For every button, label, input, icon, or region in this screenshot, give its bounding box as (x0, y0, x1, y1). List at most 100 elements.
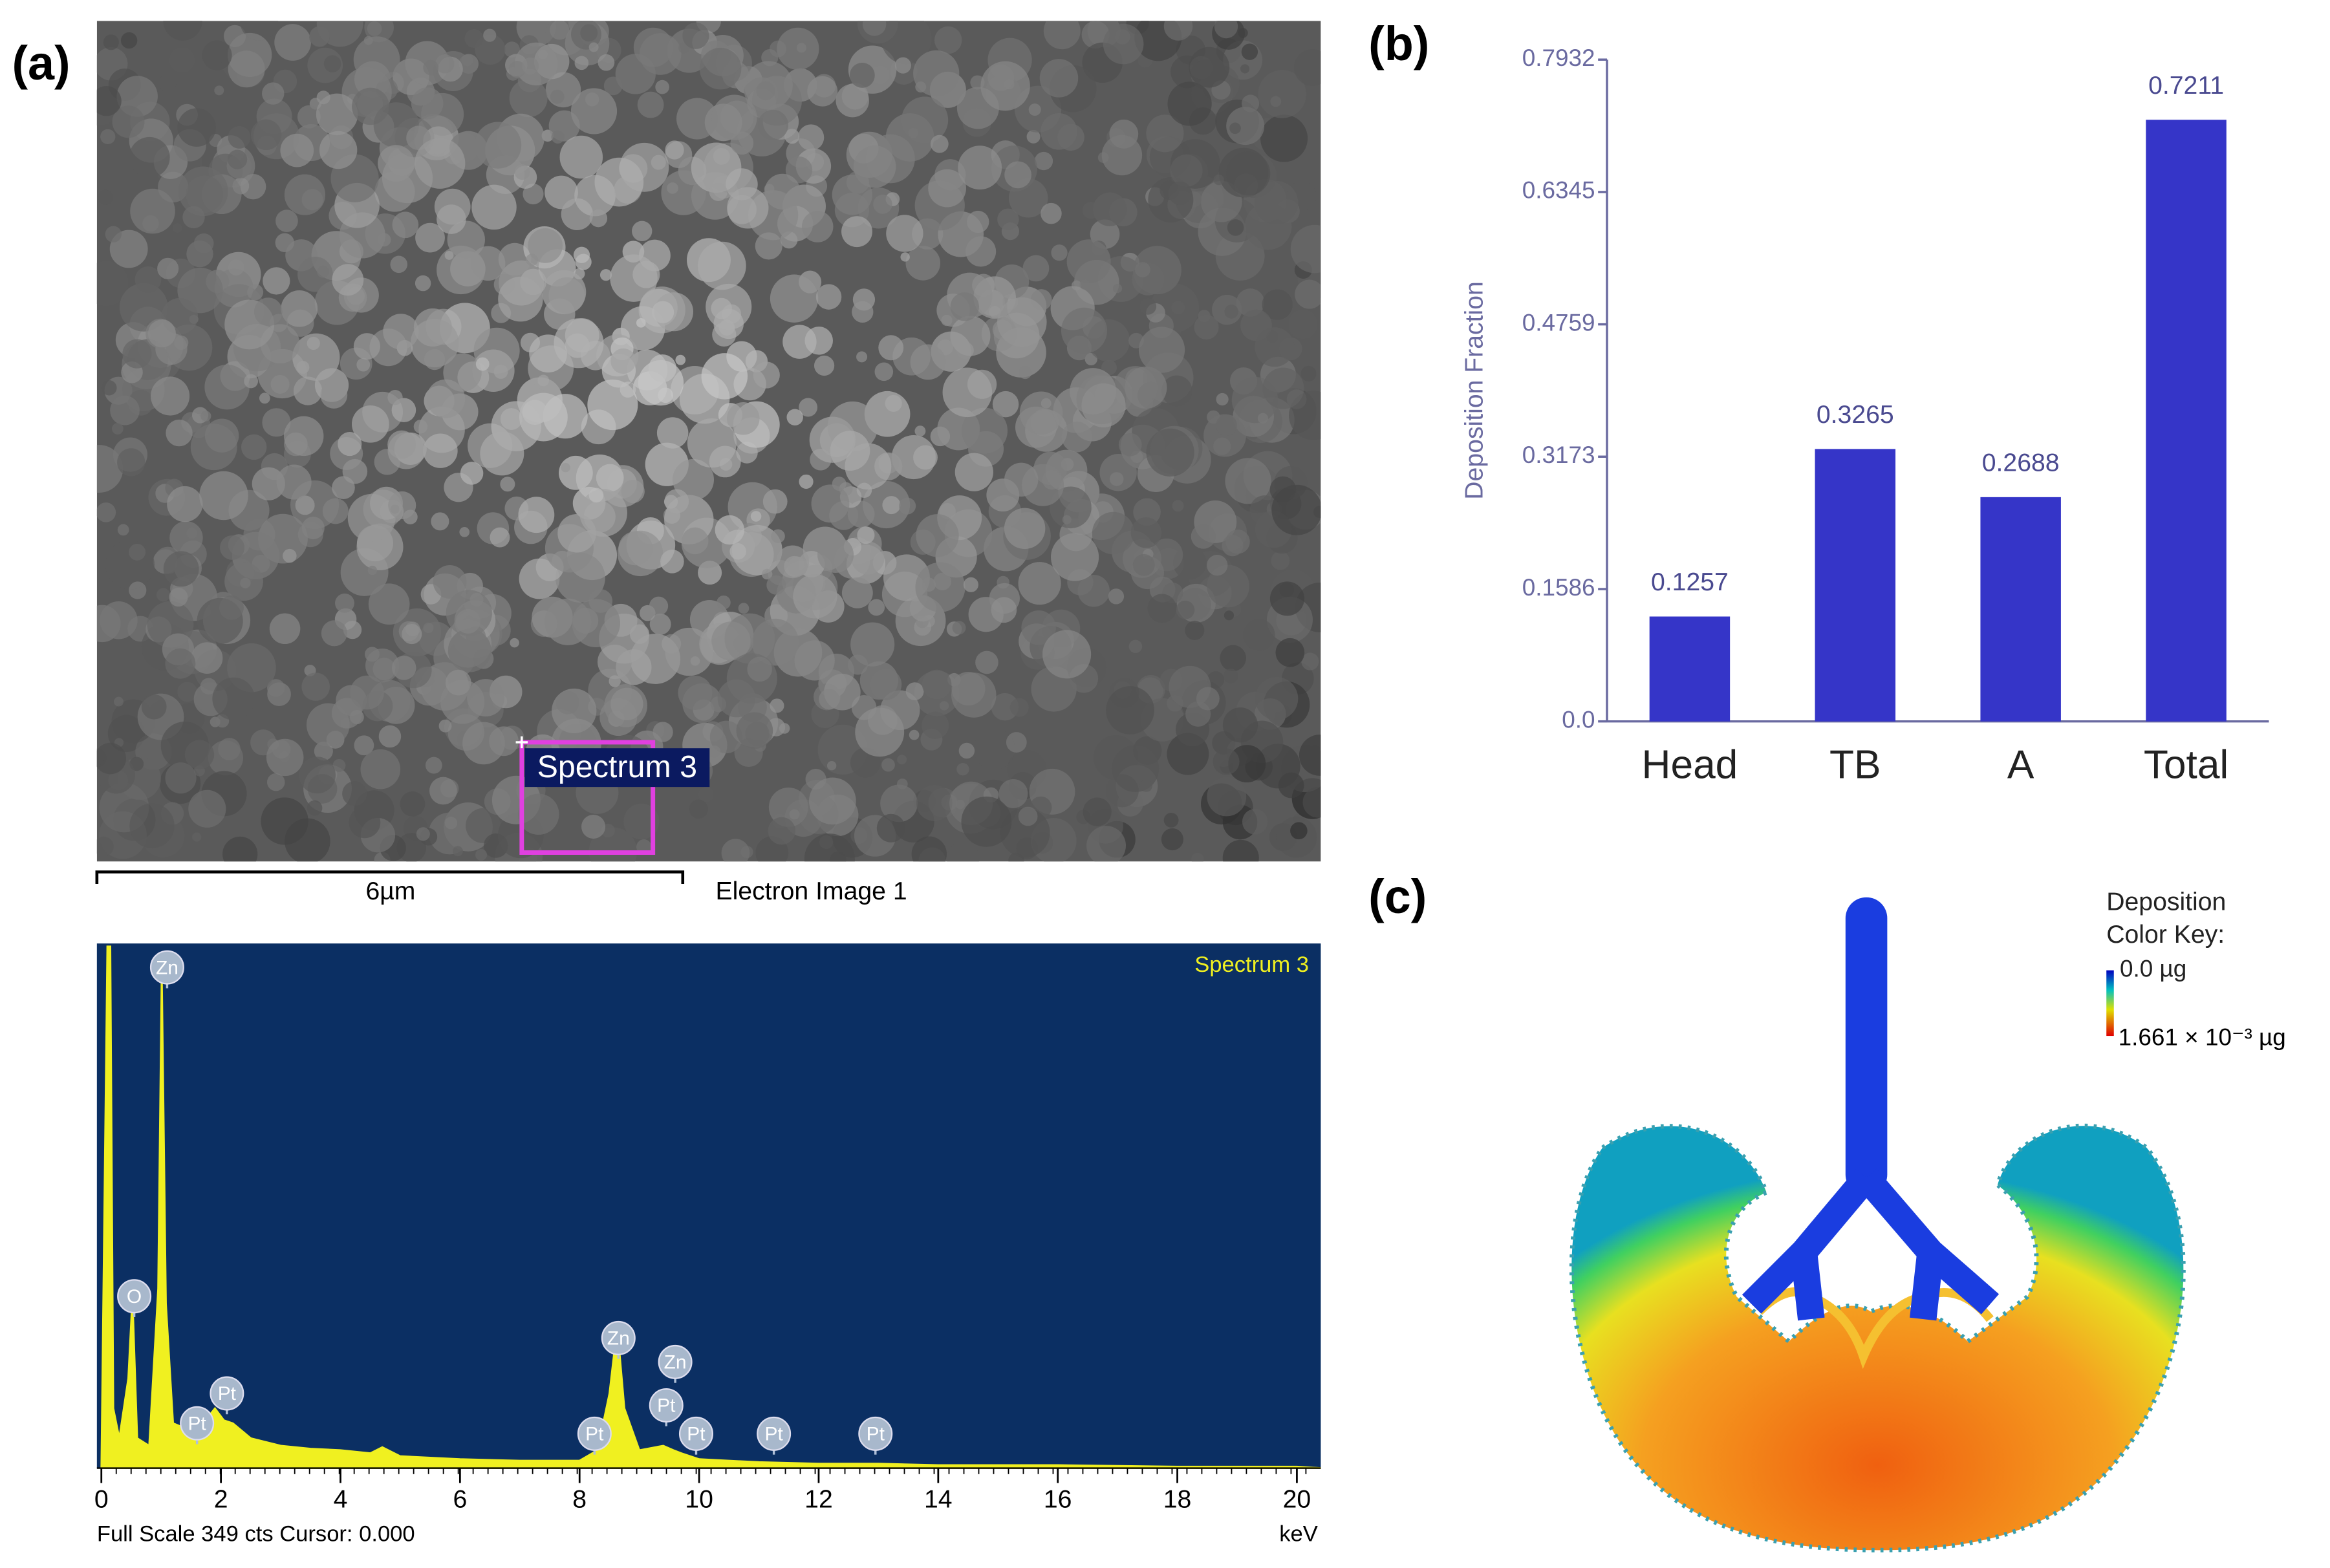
texture (997, 208, 1019, 230)
annotation-label: Pt (218, 1383, 237, 1404)
x-tick-label: 10 (685, 1486, 713, 1514)
texture (1216, 392, 1229, 406)
texture (460, 462, 484, 485)
texture (603, 76, 623, 96)
annotation-marker (601, 1320, 636, 1355)
texture (856, 351, 868, 363)
texture (551, 130, 565, 144)
texture (799, 398, 818, 417)
texture (147, 319, 177, 348)
texture (691, 142, 742, 193)
texture (550, 21, 570, 40)
texture (453, 846, 463, 857)
texture (182, 206, 205, 229)
texture (930, 134, 949, 153)
texture (726, 653, 777, 704)
texture (794, 640, 835, 681)
texture (1034, 151, 1053, 171)
texture (338, 432, 362, 456)
texture (1213, 748, 1240, 775)
texture (169, 47, 195, 73)
texture (1101, 134, 1143, 176)
texture (610, 254, 658, 302)
texture (378, 725, 402, 748)
texture (129, 581, 147, 599)
x-tick-label: 8 (572, 1486, 587, 1514)
texture (374, 171, 415, 212)
texture (880, 784, 918, 822)
texture (1299, 735, 1321, 776)
texture (219, 595, 244, 620)
texture (100, 601, 138, 639)
texture (498, 242, 532, 276)
texture (1051, 533, 1099, 581)
texture (259, 392, 270, 404)
spectrum-footer: Full Scale 349 cts Cursor: 0.000 (97, 1521, 415, 1546)
texture (437, 245, 486, 295)
texture (913, 50, 960, 97)
texture (122, 339, 152, 369)
bar (2146, 120, 2227, 722)
texture (320, 381, 348, 409)
texture (1086, 826, 1127, 862)
texture (782, 325, 817, 359)
texture (713, 308, 744, 339)
texture (1043, 21, 1081, 50)
texture (177, 682, 198, 702)
texture (1061, 307, 1108, 354)
texture (387, 430, 416, 459)
texture (682, 22, 709, 49)
annotation-marker (678, 1416, 713, 1451)
texture (727, 402, 760, 435)
texture (1240, 64, 1250, 74)
x-tick-label: 2 (214, 1486, 228, 1514)
texture (876, 813, 905, 843)
texture (1214, 21, 1238, 39)
texture (111, 423, 124, 435)
texture (490, 527, 510, 548)
texture (292, 333, 340, 381)
texture (1254, 180, 1299, 225)
texture (498, 276, 543, 322)
texture (281, 290, 318, 327)
texture (1161, 828, 1183, 851)
texture (814, 355, 835, 376)
texture (301, 672, 330, 701)
texture (809, 777, 856, 825)
annotation-label: Zn (664, 1352, 687, 1373)
texture (428, 812, 471, 855)
texture (1118, 433, 1142, 456)
texture (284, 174, 326, 215)
texture (426, 379, 466, 418)
texture (910, 344, 946, 380)
scale-bar (95, 870, 685, 884)
texture (1222, 839, 1259, 862)
texture (768, 817, 796, 845)
annotation-label: Pt (657, 1395, 676, 1417)
texture (332, 476, 355, 500)
texture (1176, 600, 1195, 619)
x-tick-label: 18 (1163, 1486, 1192, 1514)
x-tick-label: 14 (924, 1486, 953, 1514)
texture (609, 675, 621, 687)
texture (309, 26, 330, 47)
texture (1270, 96, 1282, 107)
panel-label: (c) (1368, 870, 1427, 923)
texture (939, 701, 949, 711)
texture (1106, 686, 1154, 735)
texture (228, 259, 244, 275)
spectrum-background (96, 943, 1321, 1468)
texture (200, 678, 217, 694)
texture (1070, 368, 1117, 414)
texture (878, 335, 904, 361)
texture (103, 34, 119, 50)
texture (730, 131, 754, 155)
texture (96, 261, 129, 306)
texture (167, 486, 203, 522)
texture (1294, 49, 1321, 86)
texture (350, 675, 384, 710)
texture (870, 669, 902, 700)
texture (1018, 806, 1038, 826)
texture (332, 264, 364, 296)
texture (266, 773, 285, 791)
